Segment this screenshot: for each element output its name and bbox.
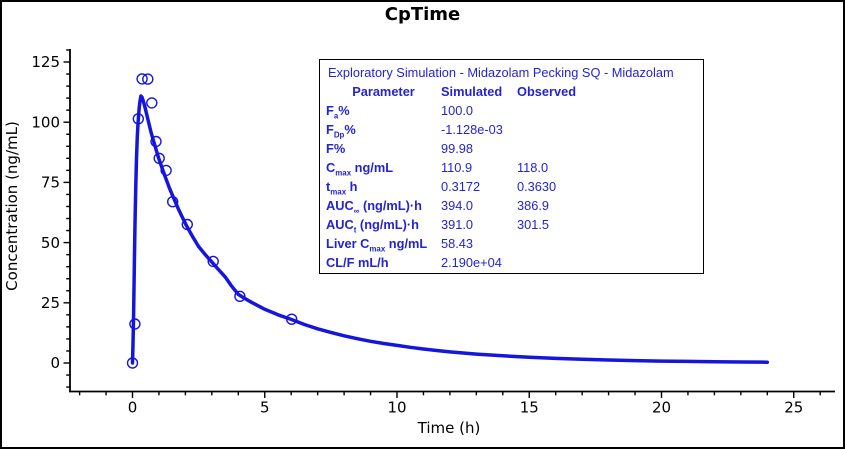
y-tick-label: 0 [50, 354, 60, 372]
parameter-row: AUC∞ (ng/mL)·h 394.0 386.9 [326, 196, 697, 215]
observed-point [142, 73, 154, 85]
parameter-name: Cmax ng/mL [326, 160, 394, 178]
parameter-row: Liver Cmax ng/mL 58.43 [326, 234, 697, 253]
observed-point [150, 135, 162, 148]
table-rows: Fa% 100.0 FDp% -1.128e-03 F% 99.98 Cmax ng/mL 1… [326, 101, 697, 272]
observed-value [517, 139, 697, 158]
x-axis-label: Time (h) [417, 419, 481, 437]
parameter-row: Cmax ng/mL 110.9 118.0 [326, 158, 697, 177]
y-tick-label: 25 [41, 294, 60, 312]
simulated-value: -1.128e-03 [441, 122, 503, 137]
parameter-name: Fa% [326, 103, 350, 121]
axes [69, 49, 835, 393]
observed-value [517, 101, 697, 120]
observed-value [517, 120, 697, 139]
simulated-value: 391.0 [441, 217, 474, 232]
observed-value [517, 234, 697, 253]
observed-point [126, 357, 139, 369]
observed-point [234, 290, 246, 302]
simulated-value: 100.0 [441, 103, 474, 118]
observed-point [132, 113, 145, 125]
observed-point [207, 255, 219, 268]
simulated-curve [130, 94, 770, 365]
observed-point [136, 73, 148, 85]
simulated-value: 99.98 [441, 141, 474, 156]
parameter-row: tmax h 0.3172 0.3630 [326, 177, 697, 196]
observed-point [146, 97, 158, 109]
observed-value: 301.5 [517, 217, 550, 232]
parameter-name: Liver Cmax ng/mL [326, 236, 428, 254]
observed-point [160, 164, 172, 177]
parameter-row: AUCt (ng/mL)·h 391.0 301.5 [326, 215, 697, 234]
y-tick-label: 100 [31, 113, 60, 131]
simulated-value: 2.190e+04 [441, 255, 502, 270]
y-tick-label: 75 [41, 174, 60, 192]
observed-points [126, 73, 298, 369]
axis-ticks [63, 49, 821, 398]
y-axis-label: Concentration (ng/mL) [3, 121, 21, 291]
parameter-name: tmax h [326, 179, 358, 197]
parameter-name: F% [326, 141, 346, 156]
observed-point [166, 195, 179, 208]
simulated-value: 0.3172 [441, 179, 481, 194]
parameter-row: Fa% 100.0 [326, 101, 697, 120]
observed-value: 118.0 [517, 160, 549, 175]
simulated-value: 58.43 [441, 236, 474, 251]
parameter-row: CL/F mL/h 2.190e+04 [326, 253, 697, 272]
simulated-value: 394.0 [441, 198, 474, 213]
parameter-row: F% 99.98 [326, 139, 697, 158]
observed-point [129, 318, 141, 330]
x-tick-label: 5 [260, 399, 270, 417]
col-header-observed: Observed [517, 84, 577, 99]
y-tick-label: 50 [41, 234, 60, 252]
x-tick-label: 0 [128, 399, 138, 417]
x-tick-label: 15 [520, 399, 539, 417]
y-tick-label: 125 [31, 53, 60, 71]
simulated-value: 110.9 [441, 160, 473, 175]
parameter-name: CL/F mL/h [326, 255, 389, 270]
x-tick-label: 20 [652, 399, 671, 417]
table-title: Exploratory Simulation - Midazolam Pecki… [328, 65, 674, 80]
x-tick-label: 25 [784, 399, 803, 417]
parameter-name: AUCt (ng/mL)·h [326, 217, 419, 235]
chart-title: CpTime [384, 4, 461, 25]
observed-point [286, 313, 298, 325]
col-header-simulated: Simulated [441, 84, 503, 99]
parameter-name: FDp% [326, 122, 356, 140]
observed-value [517, 253, 697, 272]
observed-point [153, 152, 165, 165]
table-header-row: Parameter Simulated Observed [326, 82, 697, 101]
observed-value: 386.9 [517, 198, 550, 213]
parameter-row: FDp% -1.128e-03 [326, 120, 697, 139]
x-tick-label: 10 [387, 399, 406, 417]
parameter-name: AUC∞ (ng/mL)·h [326, 198, 422, 216]
observed-point [181, 218, 194, 231]
tick-labels: 0 25 50 75 100 125 0 5 10 15 20 25 [31, 53, 803, 416]
observed-value: 0.3630 [517, 179, 557, 194]
parameter-table: Exploratory Simulation - Midazolam Pecki… [319, 59, 704, 274]
col-header-parameter: Parameter [352, 84, 415, 99]
